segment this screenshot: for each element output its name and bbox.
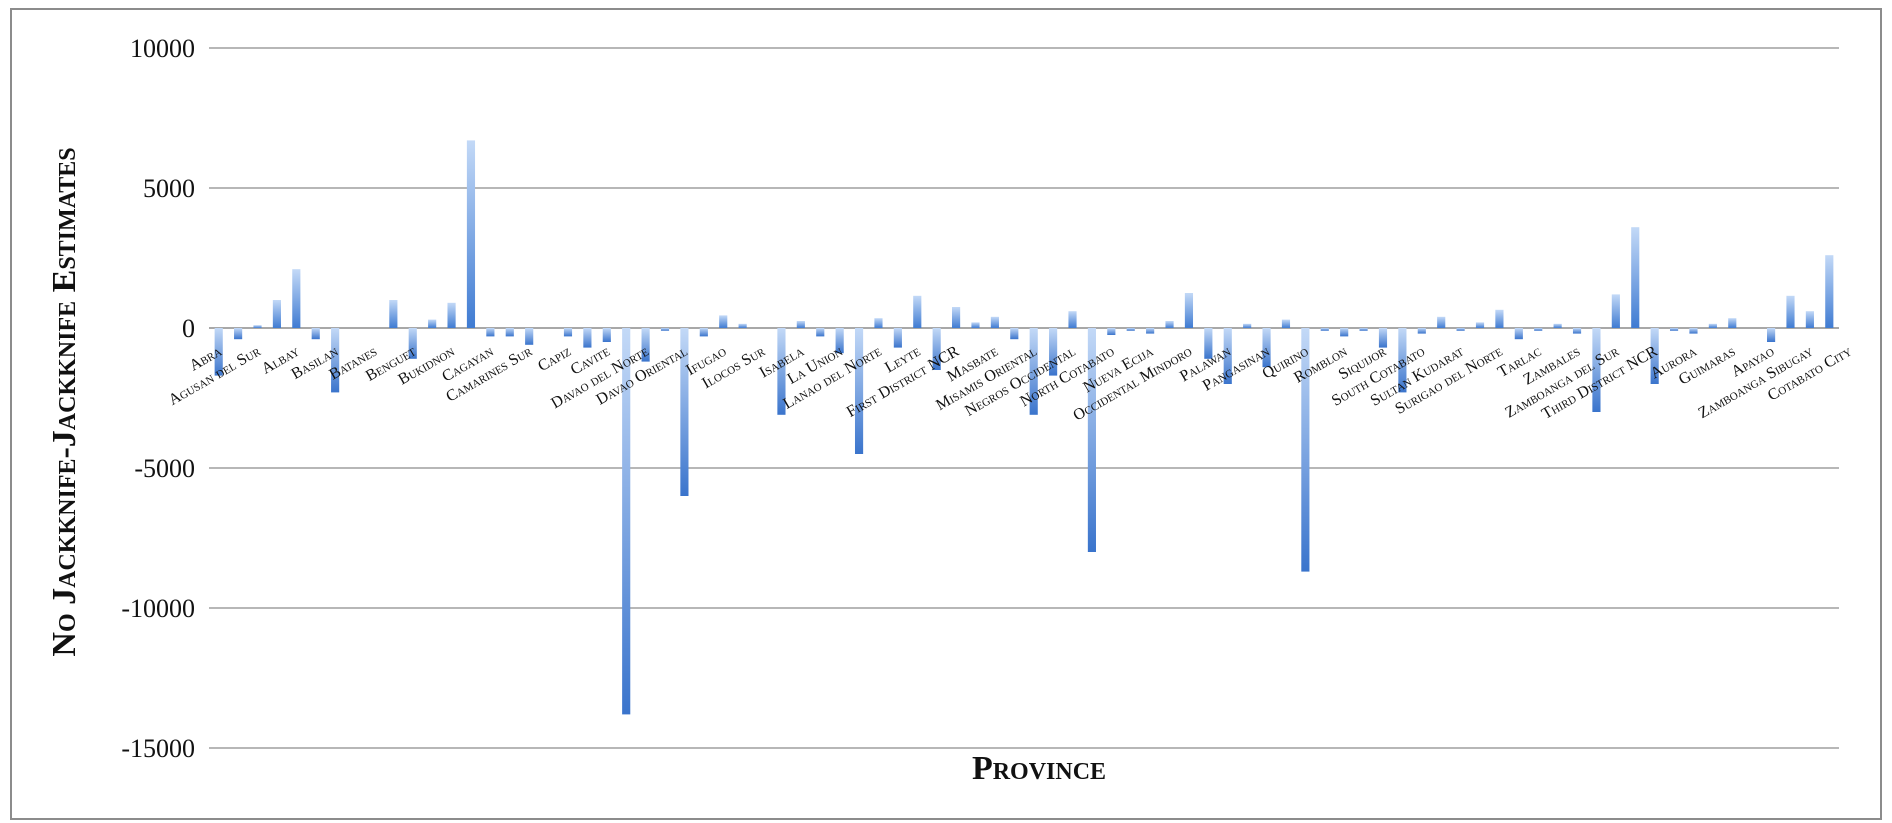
bar [214, 328, 223, 376]
y-tick-label: -15000 [121, 734, 195, 763]
y-tick-labels: 10000 5000 0 -5000 -10000 -15000 [121, 34, 195, 763]
bar [913, 295, 922, 328]
bar [1805, 311, 1814, 328]
bar [1592, 328, 1601, 412]
bar [602, 328, 611, 342]
bar [1456, 328, 1465, 331]
bar [1165, 321, 1174, 328]
y-axis-title: No Jackknife-Jackknife Estimates [46, 147, 83, 656]
bar [1340, 328, 1349, 337]
bar [1417, 328, 1426, 334]
bar [1068, 311, 1077, 328]
bar [932, 328, 941, 370]
bar [854, 328, 864, 454]
bar [1378, 328, 1388, 348]
bar [1204, 328, 1213, 359]
bar [1320, 328, 1329, 331]
bar [893, 328, 902, 348]
bar [1301, 328, 1310, 572]
bar [428, 319, 437, 328]
bar [486, 328, 495, 337]
bar [505, 328, 514, 337]
bar [1495, 309, 1504, 328]
bar [777, 328, 786, 415]
bar [699, 328, 708, 337]
bar [719, 315, 728, 328]
bar [1786, 295, 1795, 328]
y-tick-label: -10000 [121, 594, 195, 623]
bar [971, 322, 980, 328]
bar [525, 328, 534, 345]
bar [1029, 328, 1038, 415]
bar [874, 318, 883, 328]
bar [1708, 323, 1717, 328]
bar [622, 328, 631, 715]
bar [1087, 328, 1096, 552]
bar [1281, 319, 1291, 328]
bar [1631, 227, 1640, 328]
bar [1049, 328, 1058, 376]
bar [816, 328, 825, 337]
bar [1184, 293, 1194, 328]
bar [331, 328, 340, 393]
bar [311, 328, 320, 340]
y-tick-label: 5000 [143, 174, 195, 203]
y-tick-label: -5000 [134, 454, 195, 483]
bar [1689, 328, 1698, 334]
bar [1010, 328, 1019, 340]
bar [1767, 328, 1776, 342]
bar [738, 323, 747, 328]
bar [1107, 328, 1116, 335]
bar [466, 140, 476, 328]
bar [447, 302, 456, 328]
bars [214, 140, 1834, 715]
bar [1534, 328, 1543, 331]
bar [253, 325, 262, 328]
bar [292, 269, 301, 328]
bar [408, 328, 417, 359]
bar [1146, 328, 1155, 334]
bar [272, 300, 281, 328]
bar [680, 328, 689, 496]
bar [1126, 328, 1135, 331]
bar [1553, 323, 1562, 328]
bar [1650, 328, 1659, 384]
bar [1728, 318, 1737, 328]
bar [1437, 316, 1446, 328]
bar [1572, 328, 1582, 334]
chart-frame: 10000 5000 0 -5000 -10000 -15000 Abra Agusan d… [10, 8, 1882, 820]
y-tick-label: 10000 [130, 34, 195, 63]
bar [1825, 255, 1834, 328]
bar [1262, 328, 1271, 368]
bar [835, 328, 844, 354]
bar [1611, 294, 1620, 328]
bar [234, 328, 243, 340]
gridlines [209, 47, 1839, 749]
category-label: Capiz [535, 343, 574, 375]
bar [563, 328, 573, 337]
bar [990, 316, 999, 328]
bar [641, 328, 650, 362]
bar [1514, 328, 1523, 340]
bar [796, 321, 805, 328]
bar [660, 328, 670, 331]
bar [1223, 328, 1232, 384]
bar [1669, 328, 1679, 331]
bar [583, 328, 592, 348]
bar [1243, 323, 1252, 328]
x-axis-title: Province [972, 750, 1106, 787]
bar [1398, 328, 1407, 393]
bar [389, 300, 398, 328]
bar [1475, 322, 1485, 328]
y-tick-label: 0 [182, 314, 195, 343]
bar [1359, 328, 1368, 331]
bar [952, 307, 961, 328]
